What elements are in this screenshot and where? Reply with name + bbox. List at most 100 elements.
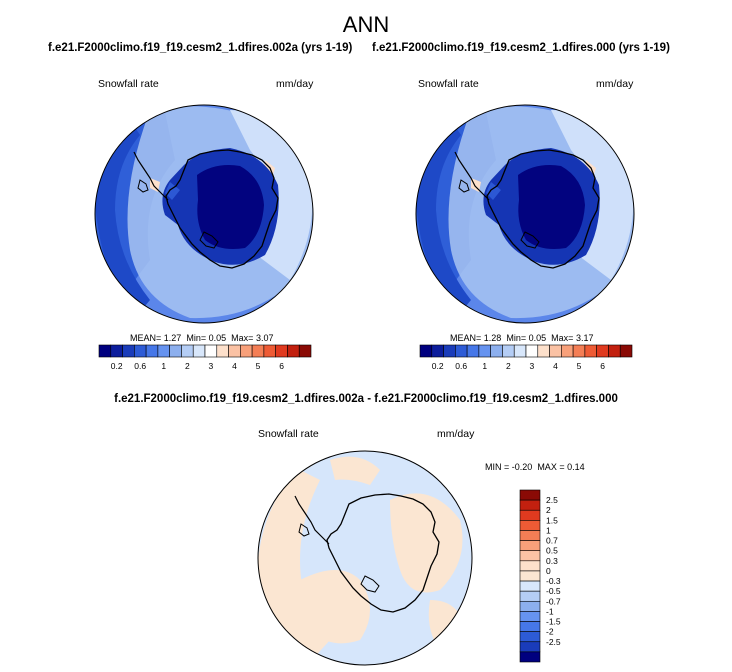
left-colorbar-swatch [287, 344, 300, 358]
difference-colorbar-tick-label: 0.5 [546, 546, 558, 556]
left-colorbar-tick-label: 0.2 [111, 361, 123, 371]
left-case-title: f.e21.F2000climo.f19_f19.cesm2_1.dfires.… [48, 42, 353, 54]
difference-colorbar-swatch [519, 600, 541, 612]
right-colorbar-swatch [619, 344, 633, 358]
right-colorbar-swatch [502, 344, 515, 358]
diff-variable-label: Snowfall rate [258, 428, 319, 440]
right-colorbar-swatch [455, 344, 468, 358]
left-colorbar-tick-label: 4 [232, 361, 237, 371]
left-colorbar-swatch [145, 344, 159, 358]
difference-colorbar-tick-label: -2.5 [546, 637, 561, 647]
diff-stats: MIN = -0.20 MAX = 0.14 [485, 462, 585, 472]
difference-title: f.e21.F2000climo.f19_f19.cesm2_1.dfires.… [114, 393, 618, 405]
difference-colorbar-tick-label: -1.5 [546, 617, 561, 627]
difference-colorbar-swatch [519, 550, 541, 562]
difference-colorbar: 2.521.510.70.50.30-0.3-0.5-0.7-1-1.5-2-2… [519, 489, 561, 663]
left-colorbar-swatch [251, 344, 265, 358]
left-stats: MEAN= 1.27 Min= 0.05 Max= 3.07 [130, 333, 273, 343]
right-stats: MEAN= 1.28 Min= 0.05 Max= 3.17 [450, 333, 593, 343]
main-title: ANN [342, 12, 390, 37]
left-mean-value: 1.27 [163, 333, 182, 343]
left-colorbar-swatch [228, 344, 241, 358]
difference-colorbar-tick-label: -0.7 [546, 596, 561, 606]
difference-colorbar-tick-label: 2 [546, 505, 551, 515]
left-colorbar-swatch [169, 344, 182, 358]
difference-colorbar-swatch [519, 509, 541, 521]
right-colorbar-tick-label: 1 [482, 361, 487, 371]
left-max-value: 3.07 [255, 333, 274, 343]
right-map [415, 104, 635, 324]
right-colorbar-swatch [513, 344, 527, 358]
right-colorbar: 0.2 0.6 1 2 3 4 5 6 [419, 344, 633, 371]
difference-colorbar-swatch [519, 621, 541, 632]
difference-colorbar-swatch [519, 540, 541, 552]
diff-max-value: 0.14 [567, 462, 585, 472]
left-colorbar-tick-label: 2 [185, 361, 190, 371]
left-min-value: 0.05 [208, 333, 227, 343]
left-mean-label: MEAN= [130, 333, 162, 343]
right-colorbar-tick-label: 6 [600, 361, 605, 371]
difference-colorbar-tick-label: 2.5 [546, 495, 558, 505]
right-colorbar-swatch [549, 344, 562, 358]
left-colorbar-swatch [181, 344, 194, 358]
right-min-value: 0.05 [528, 333, 547, 343]
left-colorbar-tick-label: 6 [279, 361, 284, 371]
left-colorbar-swatch [98, 344, 112, 358]
left-colorbar-swatch [134, 344, 147, 358]
left-min-label: Min= [186, 333, 207, 343]
difference-colorbar-tick-label: 0.3 [546, 556, 558, 566]
difference-colorbar-tick-label: -0.3 [546, 576, 561, 586]
right-colorbar-swatch [596, 344, 609, 358]
right-case-title: f.e21.F2000climo.f19_f19.cesm2_1.dfires.… [372, 42, 670, 54]
diff-min-label: MIN = [485, 462, 510, 472]
right-colorbar-swatch [525, 344, 539, 358]
right-colorbar-tick-label: 5 [577, 361, 582, 371]
difference-colorbar-tick-label: -0.5 [546, 586, 561, 596]
right-colorbar-tick-label: 2 [506, 361, 511, 371]
right-colorbar-swatch [572, 344, 586, 358]
left-colorbar-tick-label: 5 [256, 361, 261, 371]
diff-units-label: mm/day [437, 428, 475, 440]
left-max-label: Max= [231, 333, 254, 343]
right-max-label: Max= [551, 333, 574, 343]
right-colorbar-swatch [443, 344, 456, 358]
right-mean-value: 1.28 [483, 333, 502, 343]
left-units-label: mm/day [276, 78, 314, 90]
right-colorbar-swatch [431, 344, 444, 358]
difference-colorbar-swatch [519, 560, 541, 572]
difference-colorbar-swatch [519, 530, 541, 541]
left-colorbar-swatch [204, 344, 218, 358]
left-colorbar-tick-label: 3 [209, 361, 214, 371]
right-colorbar-tick-label: 4 [553, 361, 558, 371]
difference-colorbar-tick-label: 0.7 [546, 536, 558, 546]
left-colorbar-swatch [216, 344, 229, 358]
left-colorbar-swatch [263, 344, 276, 358]
right-colorbar-tick-label: 3 [530, 361, 535, 371]
right-colorbar-swatch [490, 344, 503, 358]
difference-colorbar-swatch [519, 611, 541, 622]
right-colorbar-swatch [561, 344, 574, 358]
left-colorbar-swatch [240, 344, 253, 358]
left-colorbar-swatch [275, 344, 288, 358]
difference-colorbar-swatch [519, 570, 541, 582]
difference-colorbar-swatch [519, 641, 541, 653]
diff-max-label: MAX = [537, 462, 565, 472]
right-colorbar-swatch [537, 344, 550, 358]
diff-min-value: -0.20 [511, 462, 533, 472]
difference-colorbar-swatch [519, 499, 541, 511]
difference-colorbar-tick-label: -2 [546, 627, 554, 637]
left-colorbar-tick-label: 1 [161, 361, 166, 371]
right-colorbar-tick-label: 0.6 [455, 361, 467, 371]
right-units-label: mm/day [596, 78, 634, 90]
left-colorbar-swatch [157, 344, 170, 358]
right-colorbar-swatch [419, 344, 433, 358]
right-min-label: Min= [506, 333, 527, 343]
right-colorbar-swatch [608, 344, 621, 358]
right-variable-label: Snowfall rate [418, 78, 479, 90]
difference-colorbar-swatch [519, 520, 541, 531]
right-max-value: 3.17 [575, 333, 594, 343]
difference-colorbar-tick-label: 0 [546, 566, 551, 576]
difference-colorbar-swatch [519, 580, 541, 592]
left-colorbar-swatch [192, 344, 206, 358]
